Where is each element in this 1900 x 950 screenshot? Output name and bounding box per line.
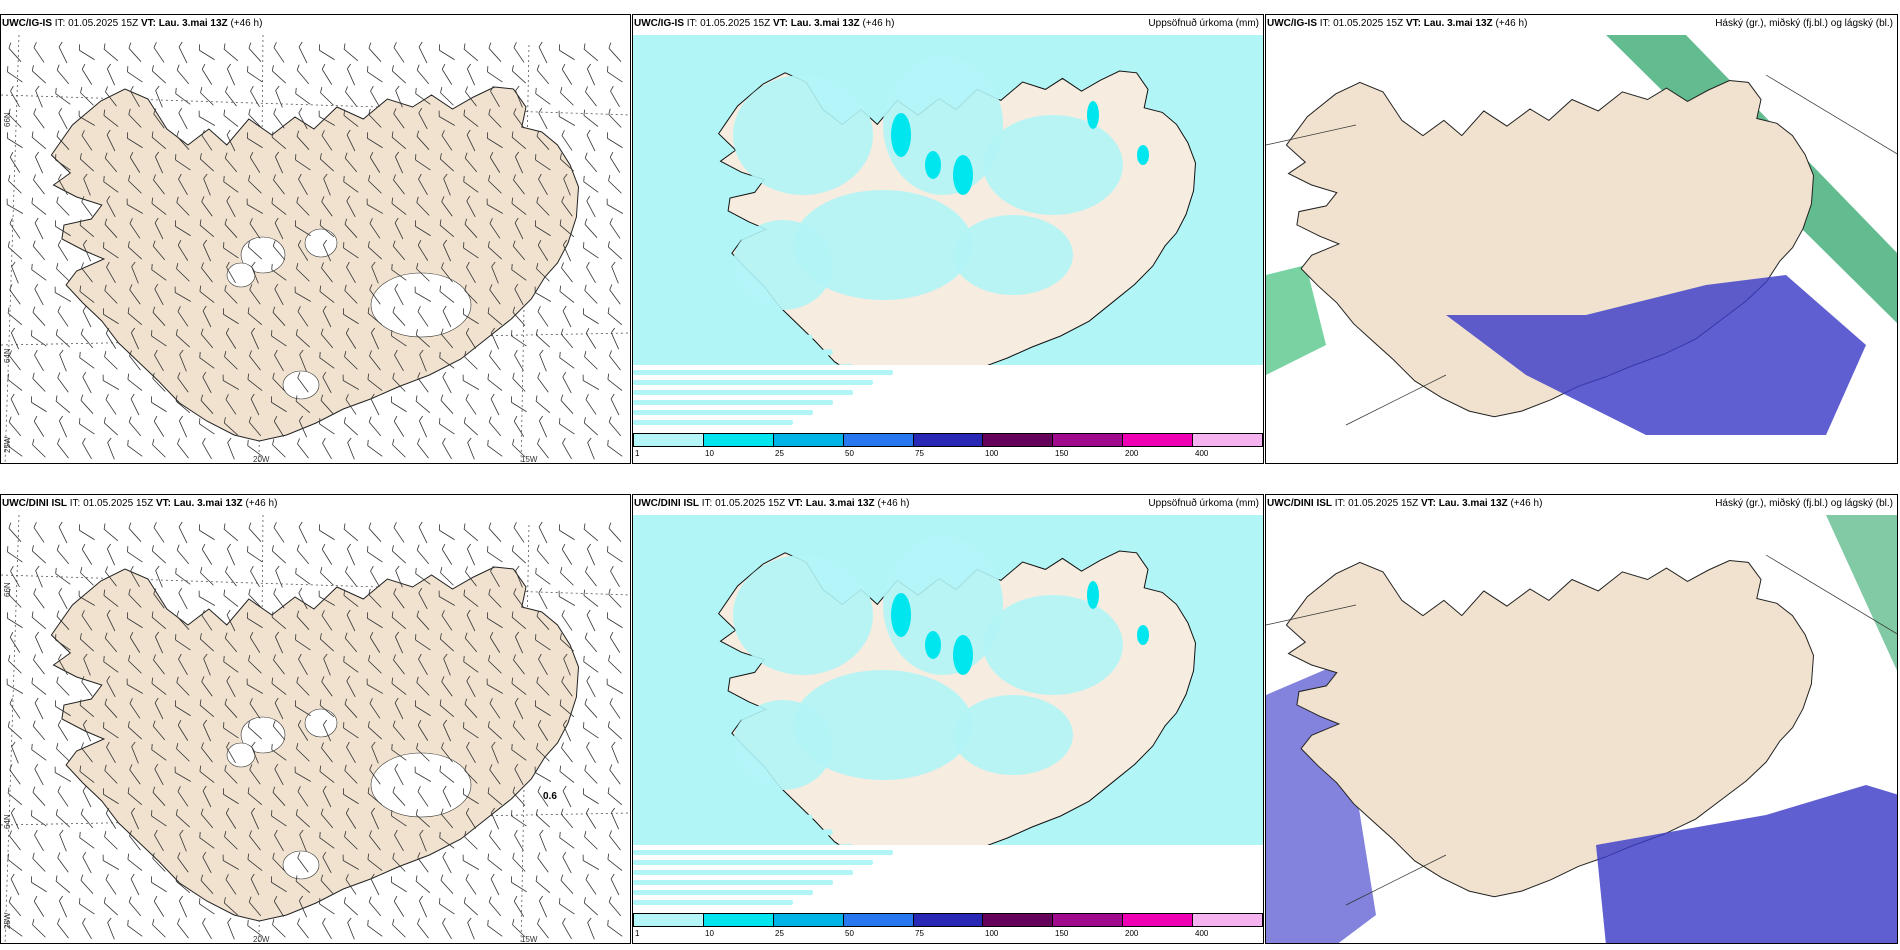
precip-title: Uppsöfnuð úrkoma (mm) <box>1148 18 1259 29</box>
colorbar-tick: 200 <box>1125 929 1139 938</box>
precip-colorbar <box>633 433 1263 447</box>
precip-panel-dini[interactable]: UWC/DINI ISL IT: 01.05.2025 15Z VT: Lau.… <box>632 494 1264 944</box>
colorbar-tick: 10 <box>705 449 714 458</box>
lon-label-20w: 20W <box>253 935 270 944</box>
panel-title: UWC/DINI ISL IT: 01.05.2025 15Z VT: Lau.… <box>634 498 910 509</box>
precip-title: Uppsöfnuð úrkoma (mm) <box>1148 498 1259 509</box>
cloud-panel-dini[interactable]: UWC/DINI ISL IT: 01.05.2025 15Z VT: Lau.… <box>1265 494 1898 944</box>
precip-colorbar-ticks: 1 10 25 50 75 100 150 200 400 <box>633 449 1263 459</box>
cloud-title: Háský (gr.), miðský (fj.bl.) og lágský (… <box>1715 18 1893 29</box>
colorbar-tick: 25 <box>775 929 784 938</box>
panel-title: UWC/IG-IS IT: 01.05.2025 15Z VT: Lau. 3.… <box>1267 18 1528 29</box>
wind-panel-dini[interactable]: UWC/DINI ISL IT: 01.05.2025 15Z VT: Lau.… <box>0 494 631 944</box>
panel-title: UWC/IG-IS IT: 01.05.2025 15Z VT: Lau. 3.… <box>634 18 895 29</box>
colorbar-tick: 400 <box>1195 449 1209 458</box>
panel-title: UWC/IG-IS IT: 01.05.2025 15Z VT: Lau. 3.… <box>2 18 263 29</box>
colorbar-tick: 100 <box>985 449 999 458</box>
colorbar-tick: 10 <box>705 929 714 938</box>
panel-title: UWC/DINI ISL IT: 01.05.2025 15Z VT: Lau.… <box>1267 498 1543 509</box>
panel-title: UWC/DINI ISL IT: 01.05.2025 15Z VT: Lau.… <box>2 498 278 509</box>
cloud-title: Háský (gr.), miðský (fj.bl.) og lágský (… <box>1715 498 1893 509</box>
cloud-map <box>1266 495 1897 943</box>
lon-label-15w: 15W <box>521 455 538 464</box>
lon-label-15w: 15W <box>521 935 538 944</box>
colorbar-tick: 150 <box>1055 449 1069 458</box>
wind-map <box>1 15 630 463</box>
precip-colorbar-ticks: 1 10 25 50 75 100 150 200 400 <box>633 929 1263 939</box>
lat-label-66n: 66N <box>3 112 12 127</box>
wind-map <box>1 495 630 943</box>
lat-label-64n: 64N <box>3 348 12 363</box>
colorbar-tick: 1 <box>635 929 640 938</box>
precip-map <box>633 15 1263 463</box>
cloud-panel-igis[interactable]: UWC/IG-IS IT: 01.05.2025 15Z VT: Lau. 3.… <box>1265 14 1898 464</box>
lat-label-66n: 66N <box>3 582 12 597</box>
cloud-map <box>1266 15 1897 463</box>
colorbar-tick: 1 <box>635 449 640 458</box>
lon-label-20w: 20W <box>253 455 270 464</box>
precip-panel-igis[interactable]: UWC/IG-IS IT: 01.05.2025 15Z VT: Lau. 3.… <box>632 14 1264 464</box>
lat-label-25w: 25W <box>3 912 12 929</box>
colorbar-tick: 100 <box>985 929 999 938</box>
precip-colorbar <box>633 913 1263 927</box>
lat-label-64n: 64N <box>3 814 12 829</box>
colorbar-tick: 75 <box>915 449 924 458</box>
precip-map <box>633 495 1263 943</box>
wind-panel-igis[interactable]: UWC/IG-IS IT: 01.05.2025 15Z VT: Lau. 3.… <box>0 14 631 464</box>
colorbar-tick: 75 <box>915 929 924 938</box>
lat-label-25w: 25W <box>3 436 12 453</box>
colorbar-tick: 150 <box>1055 929 1069 938</box>
colorbar-tick: 400 <box>1195 929 1209 938</box>
colorbar-tick: 25 <box>775 449 784 458</box>
colorbar-tick: 50 <box>845 929 854 938</box>
wind-value-marker: 0.6 <box>543 791 557 802</box>
colorbar-tick: 50 <box>845 449 854 458</box>
colorbar-tick: 200 <box>1125 449 1139 458</box>
